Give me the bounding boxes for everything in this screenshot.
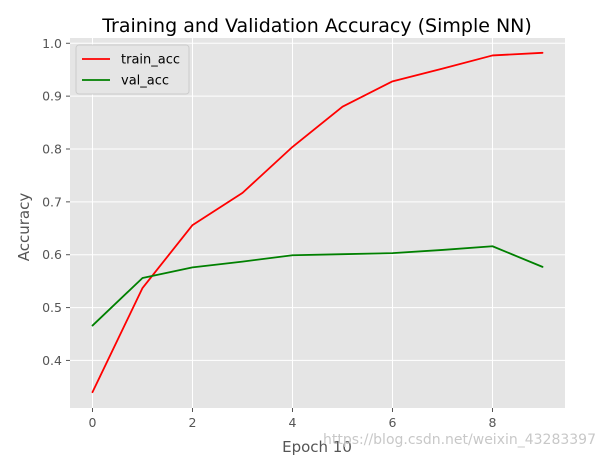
legend-box: [75, 44, 190, 95]
series-line-val-acc: [91, 245, 544, 327]
y-tick-label: 0.6: [42, 247, 62, 262]
legend-label-val-acc: val_acc: [121, 74, 169, 89]
x-tick-label: 2: [189, 415, 197, 430]
y-tick-label: 0.8: [42, 142, 62, 157]
chart-title: Training and Validation Accuracy (Simple…: [101, 15, 532, 37]
legend-label-train-acc: train_acc: [121, 53, 180, 68]
axis-ticks: 0 2 4 6 8 0.4 0.5 0.6 0.7 0.8 0.9 1.0: [42, 36, 496, 430]
y-tick-label: 1.0: [42, 36, 62, 51]
y-tick-label: 0.9: [42, 89, 62, 104]
series-line-train-acc: [91, 51, 544, 394]
y-tick-label: 0.7: [42, 194, 62, 209]
plot-area: [70, 38, 565, 408]
x-axis-label: Epoch 10: [282, 438, 352, 456]
x-tick-label: 0: [89, 415, 97, 430]
watermark-text: https://blog.csdn.net/weixin_43283397: [323, 432, 596, 448]
series-lines: [91, 51, 544, 394]
y-axis-label: Accuracy: [15, 193, 33, 262]
y-tick-label: 0.4: [42, 353, 62, 368]
x-tick-label: 4: [289, 415, 297, 430]
legend: train_acc val_acc: [75, 44, 190, 95]
y-tick-label: 0.5: [42, 300, 62, 315]
x-tick-label: 6: [389, 415, 397, 430]
x-tick-label: 8: [489, 415, 497, 430]
